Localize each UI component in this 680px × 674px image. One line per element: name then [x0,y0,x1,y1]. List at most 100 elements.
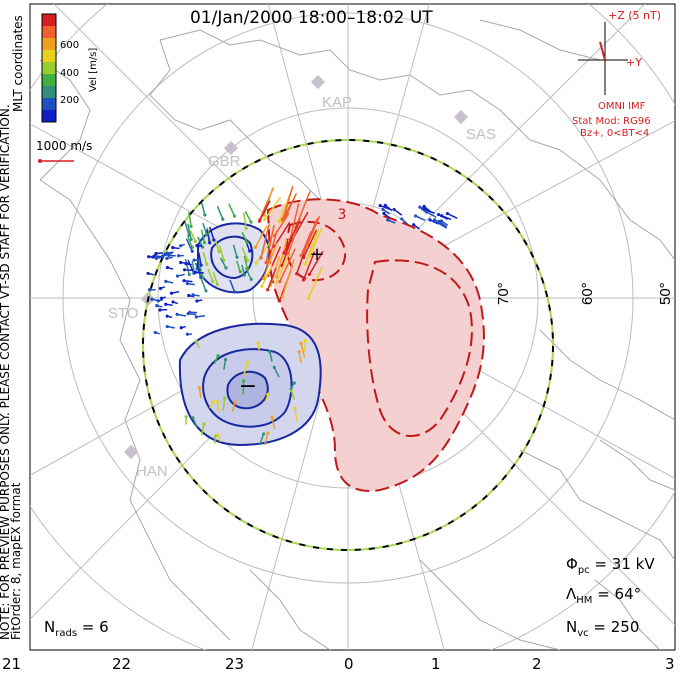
velocity-vector-origin [232,214,237,218]
velocity-vector-origin [195,299,199,303]
velocity-vector-origin [433,218,437,222]
velocity-vector [258,200,271,222]
velocity-vector-origin [245,258,250,263]
velocity-vector-origin [445,211,450,216]
velocity-vector [218,245,225,261]
velocity-vector [283,220,300,254]
lat-label-50: 50° [657,282,674,305]
velocity-vector-origin [303,262,307,266]
velocity-vector [424,208,435,214]
velocity-vector-origin [259,256,263,260]
velocity-vector-origin [189,237,193,242]
velocity-vector-origin [205,232,209,237]
velocity-vector-origin [155,304,159,308]
stat-nvc: Nvc = 250 [566,618,640,639]
velocity-vector-origin [216,433,220,437]
velocity-vector-origin [186,312,190,316]
velocity-vector-origin [256,341,260,345]
velocity-vector-origin [303,339,308,343]
velocity-vector [304,228,320,265]
velocity-vector-origin [249,220,253,224]
velocity-vector-origin [200,245,205,249]
velocity-vector [241,231,248,243]
velocity-vector-origin [182,268,187,272]
velocity-vector [262,242,278,279]
velocity-vector [279,248,296,282]
velocity-vector [200,423,205,436]
coastlines [39,19,675,650]
velocity-vector [266,268,277,291]
velocity-vector-origin [216,400,220,404]
velocity-vector-origin [292,381,296,385]
velocity-vector-origin [235,255,239,259]
velocity-vector [258,433,265,446]
mlt-tick-23: 23 [225,655,245,673]
velocity-vector [232,244,238,258]
velocity-vector-origin [400,217,404,221]
imf-stat-mod: Stat Mod: RG96 [572,116,651,127]
velocity-vector [294,407,298,422]
velocity-vector-origin [272,234,277,238]
velocity-vector-origin [217,250,221,254]
velocity-vector-origin [171,246,175,250]
velocity-vector [271,417,276,429]
velocity-vector [228,203,236,217]
velocity-vector-origin [199,275,203,280]
velocity-vector [231,402,236,412]
preview-note: NOTE: FOR PREVIEW PURPOSES ONLY. PLEASE … [0,104,12,640]
velocity-vector-origin [193,239,197,243]
velocity-vector [289,203,300,240]
plot-frame [29,3,676,651]
velocity-vector [192,417,198,428]
velocity-vector [222,397,226,411]
imf-y-label: +Y [626,56,642,69]
velocity-vector-origin [165,256,169,260]
velocity-vector-origin [282,251,286,255]
velocity-vector [243,255,249,269]
stat-phi-pc: Φpc = 31 kV [566,555,655,576]
velocity-vector-origin [275,275,279,279]
velocity-vector [281,258,295,297]
velocity-vector-origin [189,224,193,228]
velocity-vector-origin [179,326,183,330]
velocity-vector-origin [233,400,237,404]
velocity-vector-origin [194,339,198,344]
lat-label-60: 60° [579,282,596,305]
velocity-vector-origin [187,293,191,298]
velocity-vector [295,191,311,228]
velocity-vector-origin [244,226,248,230]
velocity-vector [265,225,275,263]
velocity-vector-origin [156,299,160,303]
velocity-vector [202,222,208,235]
coords-label: MLT coordinates [11,15,25,112]
velocity-vector [188,211,192,227]
velocity-vector-origin [268,350,272,354]
stat-lambda-hm: ΛHM = 64° [566,585,642,606]
mlt-tick-3: 3 [665,655,675,673]
velocity-vector-origin [301,278,306,282]
velocity-vector-origin [241,379,246,383]
velocity-vector [185,238,193,252]
colorbar-tick-400: 400 [60,68,79,79]
velocity-vector-origin [165,265,170,270]
velocity-vector-origin [439,219,444,223]
velocity-vector [243,362,249,376]
velocity-vector [437,222,448,229]
velocity-vector-origin [205,262,209,266]
velocity-vector [187,223,192,240]
velocity-vector-origin [176,254,181,258]
colorbar: 600 400 200 Vel [m/s] [41,13,99,123]
station-labels: KAP GBR SAS STO HAN [108,94,496,480]
velocity-vector [223,359,227,370]
velocity-vector [275,254,290,283]
velocity-vector-origin [293,406,297,410]
velocity-vector-origin [422,204,426,209]
velocity-vector-origin [194,315,198,319]
velocity-vector-origin [169,291,174,295]
velocity-vector-origin [277,220,281,224]
colorbar-tick-200: 200 [60,95,79,106]
velocity-vector-origin [165,314,169,318]
velocity-vector [198,264,204,278]
velocity-vector-origin [436,212,441,217]
velocity-vector-origin [179,260,183,265]
